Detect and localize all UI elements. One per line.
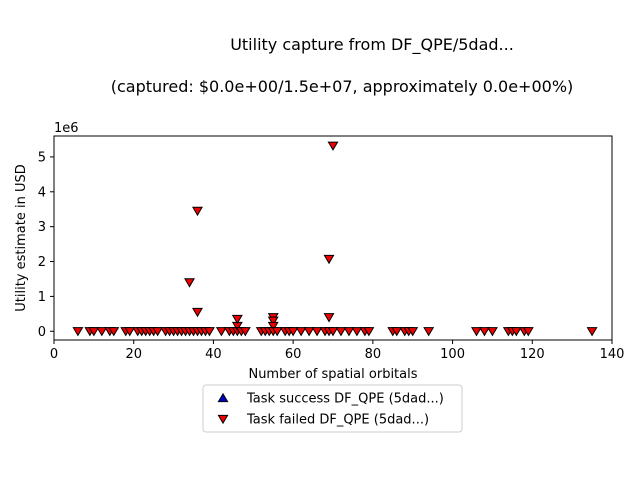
failed-task-point	[271, 327, 283, 337]
legend-failed-label: Task failed DF_QPE (5dad...)	[246, 413, 429, 428]
failed-task-point	[423, 327, 435, 337]
legend-failed-marker	[217, 414, 229, 425]
failed-task-point	[108, 327, 120, 337]
failed-task-point	[311, 327, 323, 337]
x-tick-label: 60	[285, 347, 302, 362]
failed-task-point	[303, 327, 315, 337]
failed-task-point	[391, 327, 403, 337]
failed-task-point	[327, 141, 339, 151]
x-tick-label: 20	[125, 347, 142, 362]
failed-task-point	[239, 327, 251, 337]
x-tick-label: 140	[600, 347, 625, 362]
failed-task-point	[267, 321, 279, 332]
failed-task-point	[72, 327, 84, 337]
x-tick-label: 100	[440, 347, 465, 362]
failed-task-point	[407, 327, 419, 337]
failed-task-point	[343, 327, 355, 337]
y-tick-label: 3	[38, 220, 46, 235]
failed-task-point	[471, 327, 482, 337]
y-tick-label: 1	[38, 290, 46, 305]
chart-title: Utility capture from DF_QPE/5dad...	[230, 35, 514, 55]
y-tick-label: 5	[38, 150, 46, 165]
plot-frame	[53, 135, 613, 341]
x-tick-label: 40	[205, 347, 222, 362]
failed-task-point	[522, 327, 534, 337]
failed-task-point	[287, 327, 299, 337]
failed-task-point	[88, 327, 100, 337]
y-tick-label: 0	[38, 325, 46, 340]
x-tick-label: 80	[365, 347, 382, 362]
failed-task-point	[363, 327, 375, 337]
failed-task-point	[184, 278, 195, 288]
failed-task-point	[215, 327, 227, 337]
data-points	[72, 141, 598, 337]
x-tick-label: 120	[520, 347, 545, 362]
failed-task-point	[478, 327, 490, 337]
failed-task-point	[295, 327, 307, 337]
failed-task-point	[152, 327, 164, 337]
y-axis-label: Utility estimate in USD	[14, 164, 29, 311]
legend-success-label: Task success DF_QPE (5dad...)	[246, 392, 444, 407]
failed-task-point	[510, 327, 522, 337]
y-axis-offset-label: 1e6	[54, 121, 79, 136]
failed-task-point	[323, 313, 335, 323]
failed-task-point	[192, 206, 203, 217]
failed-task-point	[203, 327, 215, 337]
failed-task-point	[231, 314, 243, 325]
legend-box	[202, 384, 463, 433]
chart-subtitle: (captured: $0.0e+00/1.5e+07, approximate…	[111, 77, 574, 96]
x-tick-label: 0	[50, 347, 58, 362]
x-axis-ticks: 0 20 40 60 80 100 120 140	[50, 340, 625, 362]
failed-task-point	[323, 254, 335, 265]
failed-task-point	[96, 327, 108, 337]
failed-task-point	[486, 327, 498, 337]
legend: Task success DF_QPE (5dad...) Task failed…	[202, 384, 463, 433]
y-tick-label: 2	[38, 255, 46, 270]
failed-task-point	[335, 327, 347, 337]
failed-task-point	[327, 327, 339, 337]
legend-success-marker	[217, 392, 229, 403]
y-axis-ticks: 0 1 2 3 4 5	[38, 150, 54, 340]
failed-task-point	[192, 307, 203, 318]
failed-task-point	[586, 327, 598, 337]
y-tick-label: 4	[38, 185, 46, 200]
failed-task-point	[124, 327, 136, 337]
x-axis-label: Number of spatial orbitals	[248, 367, 417, 382]
failed-task-point	[351, 327, 363, 337]
failed-task-point	[267, 316, 279, 326]
